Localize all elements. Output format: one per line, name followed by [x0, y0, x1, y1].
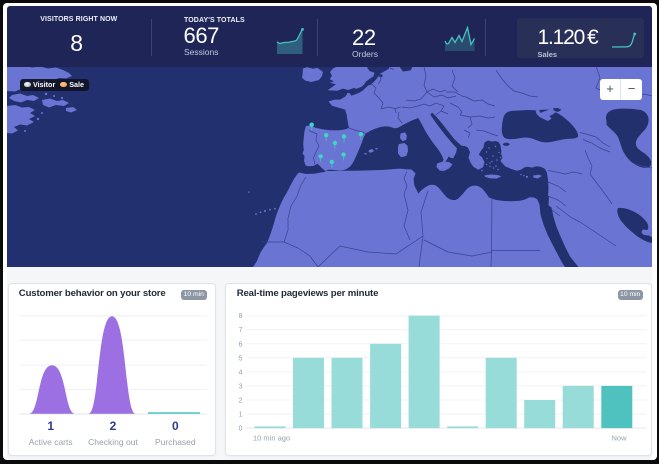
svg-text:0: 0	[238, 426, 242, 433]
svg-text:2: 2	[238, 398, 242, 405]
svg-text:3: 3	[238, 383, 242, 390]
svg-text:Now: Now	[611, 434, 627, 443]
svg-text:6: 6	[238, 341, 242, 348]
svg-text:10 min ago: 10 min ago	[253, 434, 290, 443]
svg-text:4: 4	[238, 369, 242, 376]
svg-text:1: 1	[238, 412, 242, 419]
svg-text:5: 5	[238, 355, 242, 362]
svg-text:8: 8	[238, 313, 242, 320]
svg-text:7: 7	[238, 327, 242, 334]
